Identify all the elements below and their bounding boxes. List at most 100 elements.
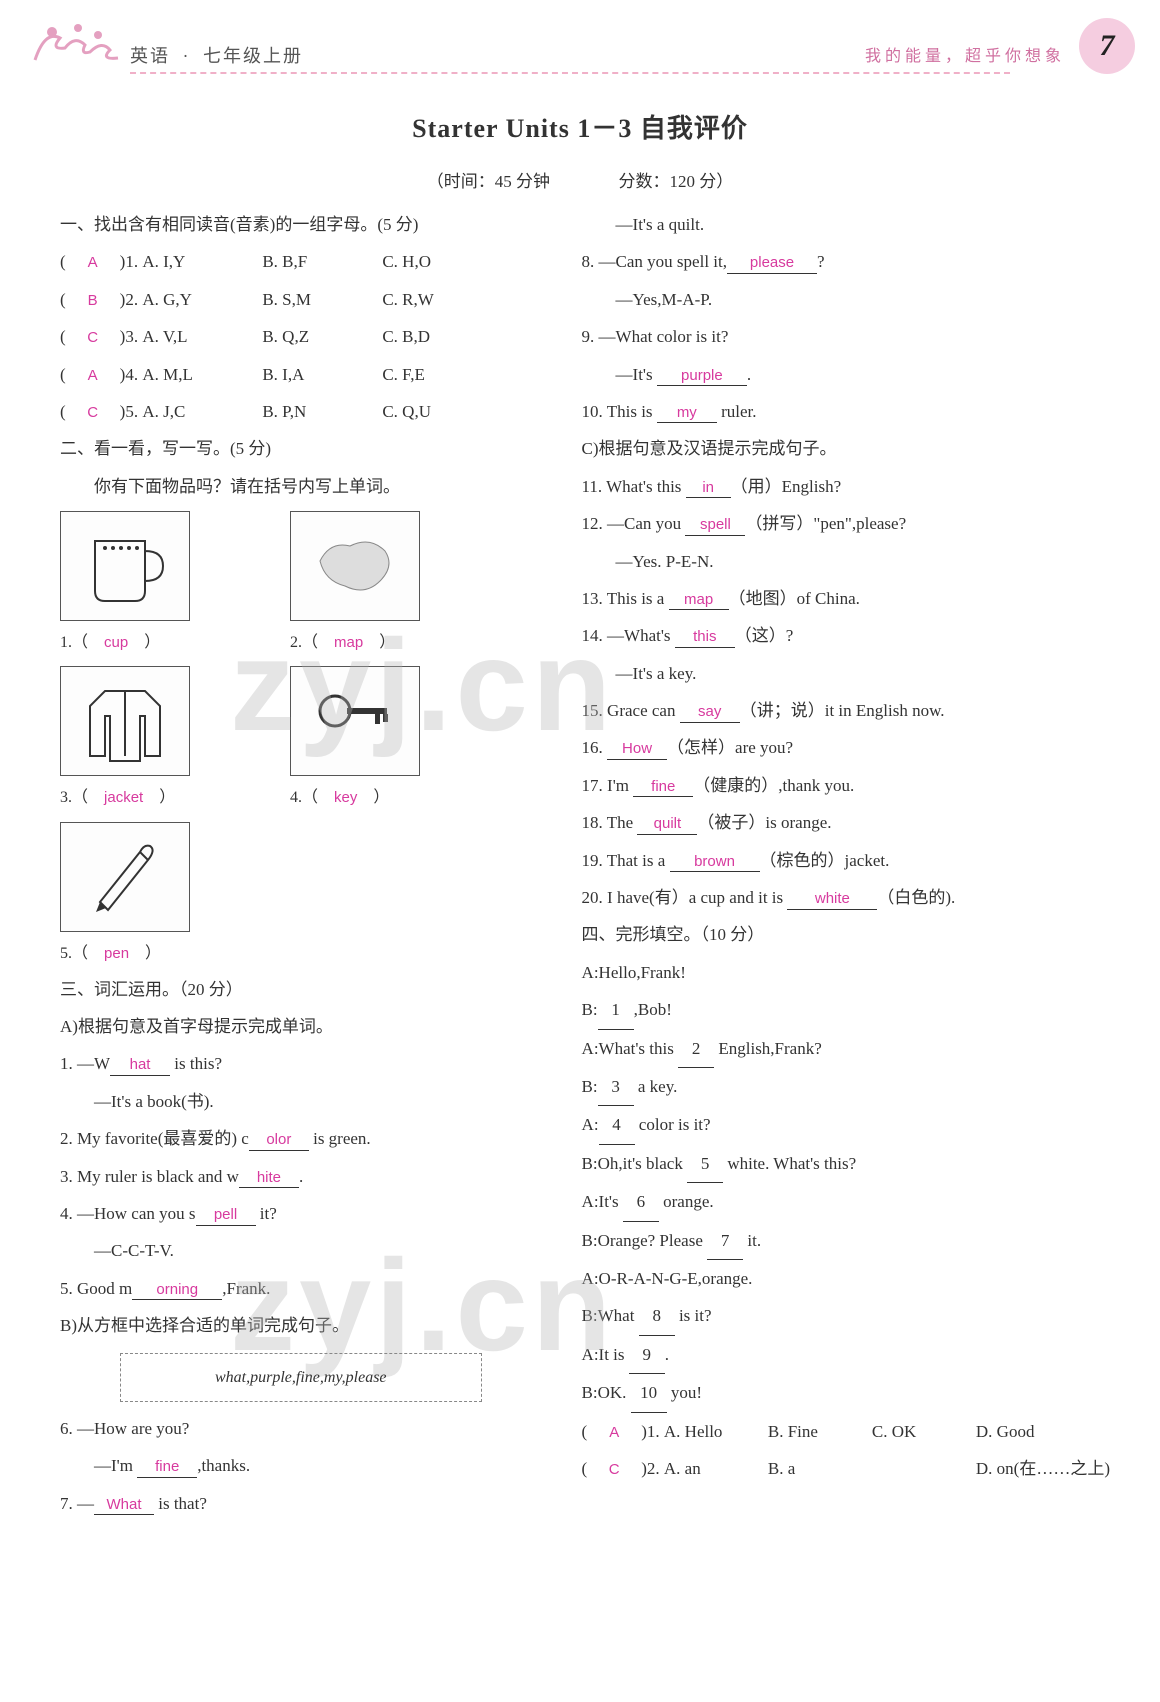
- word-box: what,purple,fine,my,please: [120, 1353, 482, 1402]
- answer: C: [83, 321, 103, 354]
- column-left: 一、找出含有相同读音(音素)的一组字母。(5 分) ( A )1. A. I,Y…: [60, 206, 542, 1522]
- s3c-line: 18. The quilt（被子）is orange.: [582, 804, 1110, 841]
- answer-blank: What: [94, 1495, 154, 1516]
- answer: A: [604, 1416, 624, 1449]
- subject-text: 英语: [130, 46, 170, 66]
- grade-text: 七年级上册: [203, 46, 303, 66]
- answer: A: [83, 246, 103, 279]
- answer-blank: brown: [670, 852, 760, 873]
- s3b-line: 7. —What is that?: [60, 1485, 542, 1522]
- s4-dialog: B:1,Bob!: [582, 991, 1110, 1029]
- s3b-line: 9. —What color is it?: [582, 318, 1110, 355]
- s4-dialog: A:4 color is it?: [582, 1106, 1110, 1144]
- s3c-line: 15. Grace can say（讲；说）it in English now.: [582, 692, 1110, 729]
- answer-blank: please: [727, 253, 817, 274]
- section2-head: 二、看一看，写一写。(5 分): [60, 430, 542, 467]
- img-caption: 3.（ jacket ）: [60, 780, 210, 815]
- s3a-line: 2. My favorite(最喜爱的) color is green.: [60, 1120, 542, 1157]
- s3a-line: 3. My ruler is black and white.: [60, 1158, 542, 1195]
- answer-blank: this: [675, 627, 735, 648]
- s1-item: ( C )3. A. V,LB. Q,ZC. B,D: [60, 318, 542, 355]
- s4-mc: ( A )1. A. HelloB. FineC. OKD. Good: [582, 1413, 1110, 1450]
- answer-blank: purple: [657, 366, 747, 387]
- s3b-line: 8. —Can you spell it,please?: [582, 243, 1110, 280]
- s3c-line: 20. I have(有）a cup and it is white（白色的).: [582, 879, 1110, 916]
- pen-icon: [60, 822, 190, 932]
- answer: B: [83, 284, 103, 317]
- img-caption: 1.（ cup ）: [60, 625, 210, 660]
- time-label: （时间：45 分钟: [427, 172, 550, 191]
- s3a-line: 4. —How can you spell it?: [60, 1195, 542, 1232]
- answer: key: [334, 781, 357, 814]
- s3b-line: —It's purple.: [582, 356, 1110, 393]
- section2-prompt: 你有下面物品吗？请在括号内写上单词。: [60, 468, 542, 505]
- header-slogan: 我的能量，超乎你想象: [865, 42, 1065, 66]
- s3b-line: —Yes,M-A-P.: [582, 281, 1110, 318]
- score-label: 分数：120 分）: [619, 172, 734, 191]
- answer-blank: say: [680, 702, 740, 723]
- s1-item: ( B )2. A. G,YB. S,MC. R,W: [60, 281, 542, 318]
- answer-blank: spell: [685, 515, 745, 536]
- page-title: Starter Units 1－3 自我评价: [0, 108, 1160, 145]
- s3c-line: —It's a key.: [582, 655, 1110, 692]
- title-cn: 自我评价: [640, 114, 748, 143]
- s3b-line: 6. —How are you?: [60, 1410, 542, 1447]
- answer-blank: fine: [137, 1457, 197, 1478]
- answer: A: [83, 359, 103, 392]
- section1-head: 一、找出含有相同读音(音素)的一组字母。(5 分): [60, 206, 542, 243]
- img-cell: 3.（ jacket ）: [60, 666, 210, 815]
- key-icon: [290, 666, 420, 776]
- s3b-line: 10. This is my ruler.: [582, 393, 1110, 430]
- dot-separator: ·: [183, 46, 191, 66]
- answer: cup: [104, 626, 128, 659]
- answer-blank: quilt: [637, 814, 697, 835]
- s3a-line: —C-C-T-V.: [60, 1232, 542, 1269]
- s3c-line: 13. This is a map（地图）of China.: [582, 580, 1110, 617]
- title-en: Starter Units 1－3: [412, 114, 632, 143]
- cup-icon: [60, 511, 190, 621]
- content-columns: 一、找出含有相同读音(音素)的一组字母。(5 分) ( A )1. A. I,Y…: [0, 206, 1160, 1522]
- s4-dialog: B:Orange? Please 7 it.: [582, 1222, 1110, 1260]
- s1-item: ( A )1. A. I,YB. B,FC. H,O: [60, 243, 542, 280]
- section4-head: 四、完形填空。（10 分）: [582, 916, 1110, 953]
- image-row: 1.（ cup ） 2.（ map ）: [60, 511, 542, 660]
- s4-dialog: A:What's this 2 English,Frank?: [582, 1030, 1110, 1068]
- answer-blank: hat: [110, 1055, 170, 1076]
- img-cell: 1.（ cup ）: [60, 511, 210, 660]
- s4-dialog: B:3 a key.: [582, 1068, 1110, 1106]
- s3b-line: —I'm fine,thanks.: [60, 1447, 542, 1484]
- s1-item: ( C )5. A. J,CB. P,NC. Q,U: [60, 393, 542, 430]
- answer-blank: in: [686, 478, 731, 499]
- s3c-line: 14. —What's this（这）?: [582, 617, 1110, 654]
- meta-row: （时间：45 分钟 分数：120 分）: [0, 167, 1160, 192]
- img-caption: 4.（ key ）: [290, 780, 440, 815]
- answer-blank: hite: [239, 1168, 299, 1189]
- s4-dialog: B:What 8 is it?: [582, 1297, 1110, 1335]
- section3B-head: B)从方框中选择合适的单词完成句子。: [60, 1307, 542, 1344]
- section3C-head: C)根据句意及汉语提示完成句子。: [582, 430, 1110, 467]
- s4-dialog: A:It's 6 orange.: [582, 1183, 1110, 1221]
- answer: map: [334, 626, 363, 659]
- s3a-line: —It's a book(书).: [60, 1083, 542, 1120]
- page-header: 英语 · 七年级上册 我的能量，超乎你想象 7: [0, 0, 1160, 90]
- answer: C: [83, 396, 103, 429]
- answer-blank: orning: [132, 1280, 222, 1301]
- s4-dialog: B:OK. 10 you!: [582, 1374, 1110, 1412]
- answer-blank: olor: [249, 1130, 309, 1151]
- s4-dialog: B:Oh,it's black 5 white. What's this?: [582, 1145, 1110, 1183]
- s3c-line: 16. How（怎样）are you?: [582, 729, 1110, 766]
- s3a-line: 1. —What is this?: [60, 1045, 542, 1082]
- ornament-icon: [30, 10, 120, 70]
- page-number-badge: 7: [1079, 18, 1135, 74]
- img-cell: 2.（ map ）: [290, 511, 440, 660]
- header-dash: [130, 72, 1010, 74]
- s3c-line: —Yes. P-E-N.: [582, 543, 1110, 580]
- s4-mc: ( C )2. A. anB. aD. on(在……之上): [582, 1450, 1110, 1487]
- s3c-line: 17. I'm fine（健康的）,thank you.: [582, 767, 1110, 804]
- column-right: —It's a quilt. 8. —Can you spell it,plea…: [582, 206, 1110, 1522]
- img-caption: 2.（ map ）: [290, 625, 440, 660]
- s3c-line: 11. What's this in（用）English?: [582, 468, 1110, 505]
- s3a-line: 5. Good morning,Frank.: [60, 1270, 542, 1307]
- s4-dialog: A:It is 9.: [582, 1336, 1110, 1374]
- image-row: 5.（ pen ）: [60, 822, 542, 971]
